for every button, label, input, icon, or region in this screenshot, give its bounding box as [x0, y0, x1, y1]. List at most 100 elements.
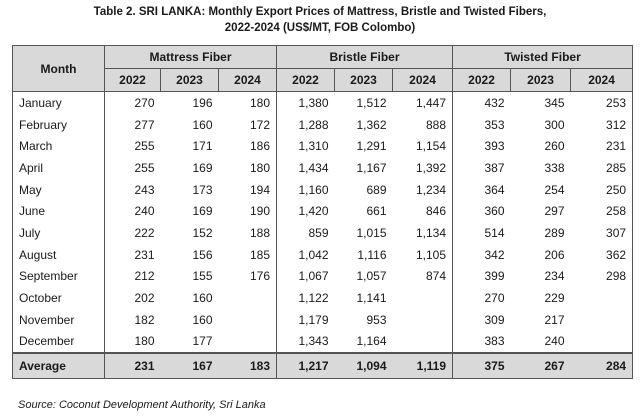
value-cell: 1,042	[276, 243, 335, 266]
value-cell: 1,015	[356, 225, 387, 240]
year-header: 2023	[334, 68, 393, 92]
year-header: 2023	[510, 68, 571, 92]
value-cell: 255	[134, 139, 155, 154]
value-cell: 169	[192, 160, 213, 175]
value-cell	[392, 330, 453, 354]
value-cell: 1,134	[416, 225, 447, 240]
value-cell: 152	[192, 225, 213, 240]
value-cell: 1,291	[356, 139, 387, 154]
value-cell: 1,234	[416, 182, 447, 197]
value-cell: 1,154	[416, 139, 447, 154]
value-cell: 194	[249, 182, 271, 197]
value-cell: 182	[134, 312, 155, 327]
value-cell: 285	[570, 157, 634, 179]
month-column-header: Month	[12, 45, 105, 92]
value-cell: 250	[570, 178, 634, 201]
value-cell	[219, 309, 277, 331]
value-cell: 297	[544, 204, 565, 219]
year-header: 2023	[160, 68, 219, 92]
value-cell: 353	[452, 113, 511, 136]
value-cell: 1,420	[276, 200, 335, 223]
month-cell: June	[12, 200, 105, 223]
year-header: 2024	[392, 68, 453, 92]
value-cell: 240	[134, 204, 155, 219]
value-cell: 188	[249, 225, 271, 240]
value-cell: 217	[544, 312, 565, 327]
value-cell: 874	[426, 269, 447, 284]
value-cell: 169	[192, 204, 213, 219]
value-cell: 186	[249, 139, 271, 154]
value-cell: 289	[544, 225, 565, 240]
title-line-2: 2022-2024 (US$/MT, FOB Colombo)	[224, 22, 416, 34]
value-cell: 1,116	[357, 247, 387, 262]
month-cell: April	[12, 157, 105, 179]
value-cell: 1,164	[334, 330, 393, 354]
group-header-row: Month Mattress Fiber Bristle Fiber Twist…	[12, 45, 634, 92]
export-prices-table: Month Mattress Fiber Bristle Fiber Twist…	[12, 45, 634, 380]
value-cell: 342	[452, 243, 511, 266]
value-cell: 859	[276, 222, 335, 244]
average-cell: 1,119	[392, 352, 453, 380]
value-cell: 234	[544, 269, 565, 284]
title-line-1: Table 2. SRI LANKA: Monthly Export Price…	[93, 6, 547, 18]
value-cell: 180	[104, 330, 161, 354]
average-cell: 284	[570, 352, 634, 380]
value-cell: 1,343	[276, 330, 335, 354]
group-header-mattress: Mattress Fiber	[103, 45, 278, 69]
value-cell: 312	[570, 113, 634, 136]
value-cell: 176	[249, 269, 271, 284]
value-cell: 258	[570, 200, 634, 223]
table-title: Table 2. SRI LANKA: Monthly Export Price…	[0, 4, 640, 36]
average-cell: 375	[452, 352, 511, 380]
year-header: 2022	[276, 68, 335, 92]
value-cell: 1,288	[276, 113, 335, 136]
average-row: Average 231 167 183 1,217 1,094 1,119 37…	[12, 352, 634, 380]
value-cell: 1,447	[416, 95, 447, 110]
table-row: October 202 160 1,122 1,141 270 229	[12, 287, 634, 309]
average-cell: 1,217	[276, 352, 335, 380]
table-row: November 182 160 1,179 953 309 217	[12, 308, 634, 331]
value-cell: 160	[192, 312, 213, 327]
value-cell: 185	[249, 247, 271, 262]
month-cell: January	[12, 91, 105, 114]
value-cell: 1,105	[416, 247, 447, 262]
average-label: Average	[12, 352, 105, 380]
month-cell: December	[12, 330, 105, 354]
value-cell: 240	[510, 330, 571, 354]
month-cell: February	[12, 113, 105, 136]
value-cell: 1,167	[356, 160, 387, 175]
average-cell: 231	[104, 352, 161, 380]
value-cell: 360	[452, 200, 511, 223]
value-cell: 309	[452, 308, 511, 331]
value-cell: 1,160	[276, 178, 335, 201]
value-cell: 277	[134, 117, 155, 132]
group-header-twisted: Twisted Fiber	[452, 45, 634, 69]
month-cell: July	[12, 222, 105, 244]
value-cell	[218, 330, 277, 354]
value-cell: 206	[544, 247, 565, 262]
average-cell: 167	[160, 352, 219, 380]
table-row: December 180 177 1,343 1,164 383 240	[12, 330, 634, 354]
value-cell: 160	[192, 291, 213, 306]
value-cell: 1,362	[356, 117, 387, 132]
value-cell: 270	[452, 287, 511, 309]
value-cell: 160	[192, 117, 213, 132]
table-row: April 255 169 180 1,434 1,167 1,392 387 338 285	[12, 157, 634, 179]
average-cell: 1,094	[334, 352, 393, 380]
value-cell: 172	[249, 117, 271, 132]
year-header: 2022	[104, 68, 161, 92]
value-cell: 229	[544, 291, 565, 306]
value-cell: 156	[192, 247, 213, 262]
value-cell	[393, 287, 453, 309]
value-cell: 1,141	[356, 291, 387, 306]
value-cell: 270	[134, 95, 155, 110]
value-cell: 171	[192, 139, 213, 154]
year-header: 2024	[570, 68, 634, 92]
value-cell: 254	[544, 182, 565, 197]
month-cell: August	[12, 243, 105, 266]
value-cell: 260	[544, 139, 565, 154]
value-cell	[570, 308, 634, 331]
value-cell: 364	[452, 178, 511, 201]
source-note: Source: Coconut Development Authority, S…	[18, 399, 266, 411]
month-cell: November	[12, 308, 105, 331]
